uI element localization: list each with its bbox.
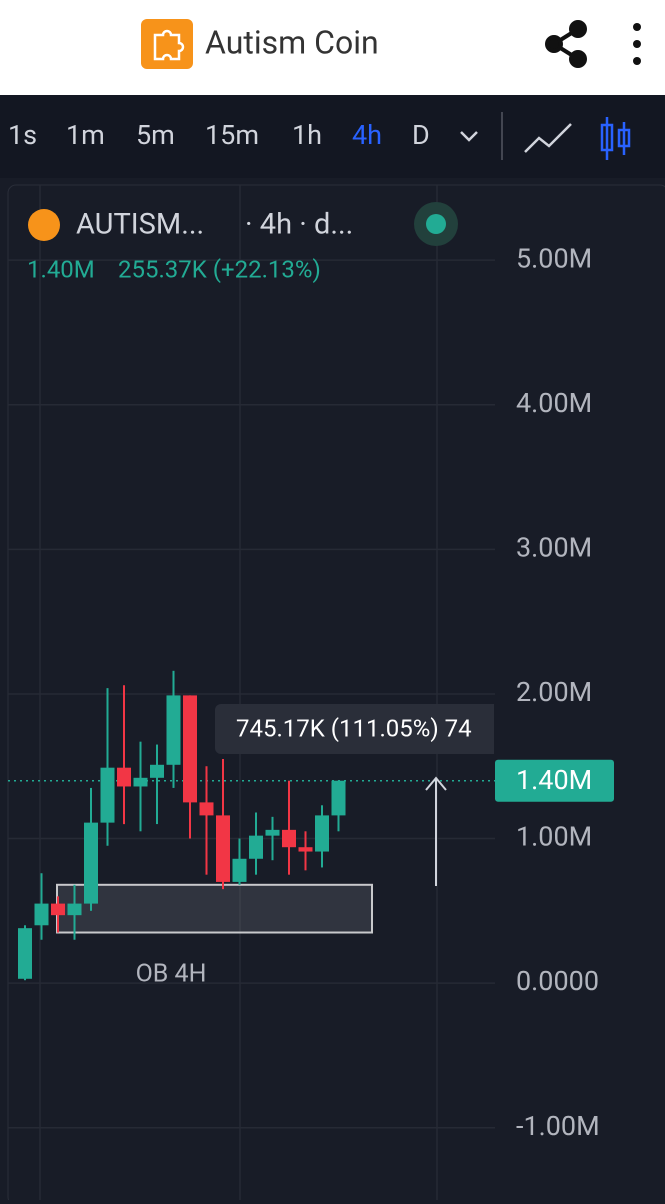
candle-body [67,903,82,916]
candle-body [315,815,329,852]
candle-body [34,903,49,926]
candle-body [199,802,214,816]
symbol-name: AUTISM... [76,208,204,242]
interval-button[interactable]: D [412,119,430,151]
measure-arrowhead [425,776,447,791]
interval-button[interactable]: 1h [292,119,322,151]
candle-body [282,829,296,848]
legend-price: 1.40M [27,255,95,283]
interval-button[interactable]: 1s [8,119,37,151]
y-tick-label: 5.00M [516,242,592,274]
interval-button[interactable]: 4h [352,119,382,151]
y-tick-label: 4.00M [516,387,592,419]
more-button[interactable] [633,23,641,65]
candle-body [183,695,197,803]
share-button[interactable] [545,20,587,68]
app-title: Autism Coin [205,23,379,61]
measure-box [215,704,494,754]
toolbar [0,95,665,178]
status-dot [426,214,446,234]
symbol-icon [28,209,60,241]
last-price-tag [495,759,614,802]
last-price-label: 1.40M [516,764,592,796]
y-tick-label: -1.00M [516,1110,600,1142]
interval-button[interactable]: 1m [66,119,105,151]
y-tick-label: 2.00M [516,676,592,708]
measure-text: 745.17K (111.05%) 74 [236,714,472,742]
y-tick-label: 3.00M [516,531,592,563]
candle-body [84,822,98,904]
candle-body [216,815,230,882]
candle-body [150,764,164,778]
interval-button[interactable]: 15m [205,119,259,151]
line-chart-button[interactable] [524,123,572,153]
candle-body [331,780,346,816]
zone-label: OB 4H [136,960,207,989]
candle-body [133,777,148,787]
coin-icon [141,19,193,69]
order-block [56,883,373,934]
puzzle-glyph [153,29,185,61]
candle-body [18,928,32,979]
legend-change: 255.37K (+22.13%) [118,255,321,283]
candle-body [265,829,280,836]
candle-body [51,903,65,916]
candle-body [117,767,131,787]
more-intervals[interactable] [460,131,478,142]
candle-body [249,835,263,859]
candle-body [166,695,181,765]
interval-button[interactable]: 5m [136,119,175,151]
y-tick-label: 0.0000 [516,965,599,997]
candle-body [232,858,247,882]
symbol-details: · 4h · d... [245,208,353,242]
candle-body [298,847,313,852]
candle-body [100,767,115,823]
y-tick-label: 1.00M [516,821,592,853]
candle-chart-button[interactable] [600,117,631,160]
